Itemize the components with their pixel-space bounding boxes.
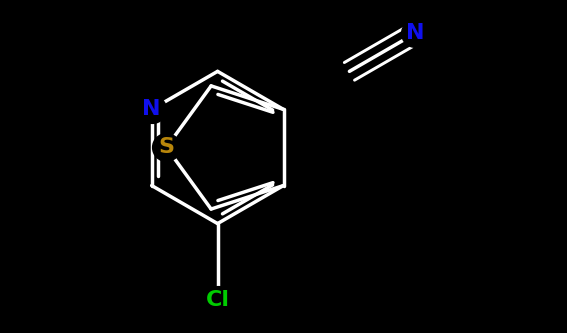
- Text: N: N: [406, 23, 425, 43]
- Text: N: N: [142, 100, 161, 120]
- Text: S: S: [158, 138, 175, 158]
- Text: Cl: Cl: [206, 290, 230, 310]
